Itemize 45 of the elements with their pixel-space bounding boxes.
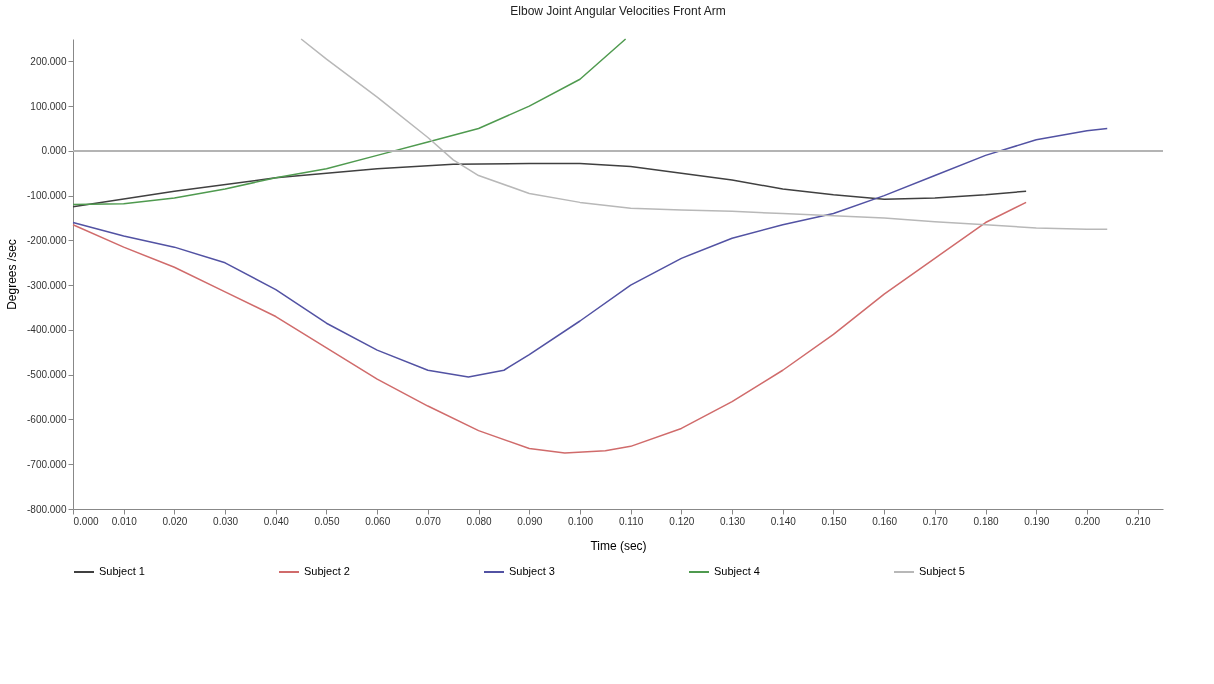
y-tick-label: 200.000 xyxy=(30,55,67,67)
legend-label: Subject 4 xyxy=(714,565,760,577)
y-tick-label: -600.000 xyxy=(27,413,67,425)
x-tick-label: 0.030 xyxy=(213,515,239,527)
y-tick-label: -700.000 xyxy=(27,458,67,470)
x-tick-label: 0.210 xyxy=(1125,515,1152,527)
x-tick-label: 0.140 xyxy=(770,515,797,527)
y-axis-title: Degrees /sec xyxy=(5,239,20,310)
line-series xyxy=(72,162,1027,208)
x-tick-label: 0.000 xyxy=(73,515,99,527)
line-series xyxy=(72,201,1027,454)
x-tick-label: 0.190 xyxy=(1024,515,1050,527)
legend-label: Subject 2 xyxy=(304,565,350,577)
x-tick-label: 0.090 xyxy=(517,515,543,527)
x-tick-label: 0.010 xyxy=(111,515,138,527)
x-tick-label: 0.080 xyxy=(466,515,493,527)
legend-label: Subject 3 xyxy=(509,565,555,577)
x-tick-label: 0.120 xyxy=(669,515,695,527)
x-axis-title: Time (sec) xyxy=(590,538,647,553)
y-tick-label: -300.000 xyxy=(27,279,67,291)
y-tick-label: 0.000 xyxy=(41,145,67,157)
x-tick-label: 0.020 xyxy=(162,515,188,527)
x-tick-label: 0.050 xyxy=(314,515,340,527)
legend-label: Subject 5 xyxy=(919,565,965,577)
chart-title: Elbow Joint Angular Velocities Front Arm xyxy=(510,4,726,19)
y-tick-label: -500.000 xyxy=(27,369,67,381)
x-tick-label: 0.070 xyxy=(415,515,442,527)
x-tick-label: 0.100 xyxy=(567,515,594,527)
x-tick-label: 0.060 xyxy=(365,515,391,527)
x-tick-label: 0.170 xyxy=(922,515,949,527)
legend-label: Subject 1 xyxy=(99,565,145,577)
x-tick-label: 0.130 xyxy=(720,515,746,527)
line-series xyxy=(72,127,1108,378)
x-tick-label: 0.200 xyxy=(1074,515,1101,527)
x-tick-label: 0.180 xyxy=(973,515,1000,527)
x-tick-label: 0.150 xyxy=(821,515,847,527)
y-tick-label: -800.000 xyxy=(27,503,67,515)
x-tick-label: 0.110 xyxy=(619,515,644,527)
y-tick-label: -100.000 xyxy=(27,190,67,202)
x-tick-label: 0.160 xyxy=(872,515,898,527)
line-series xyxy=(72,38,627,206)
y-tick-label: 100.000 xyxy=(30,100,67,112)
x-tick-label: 0.040 xyxy=(263,515,290,527)
y-tick-label: -400.000 xyxy=(27,324,67,336)
y-tick-label: -200.000 xyxy=(27,234,67,246)
